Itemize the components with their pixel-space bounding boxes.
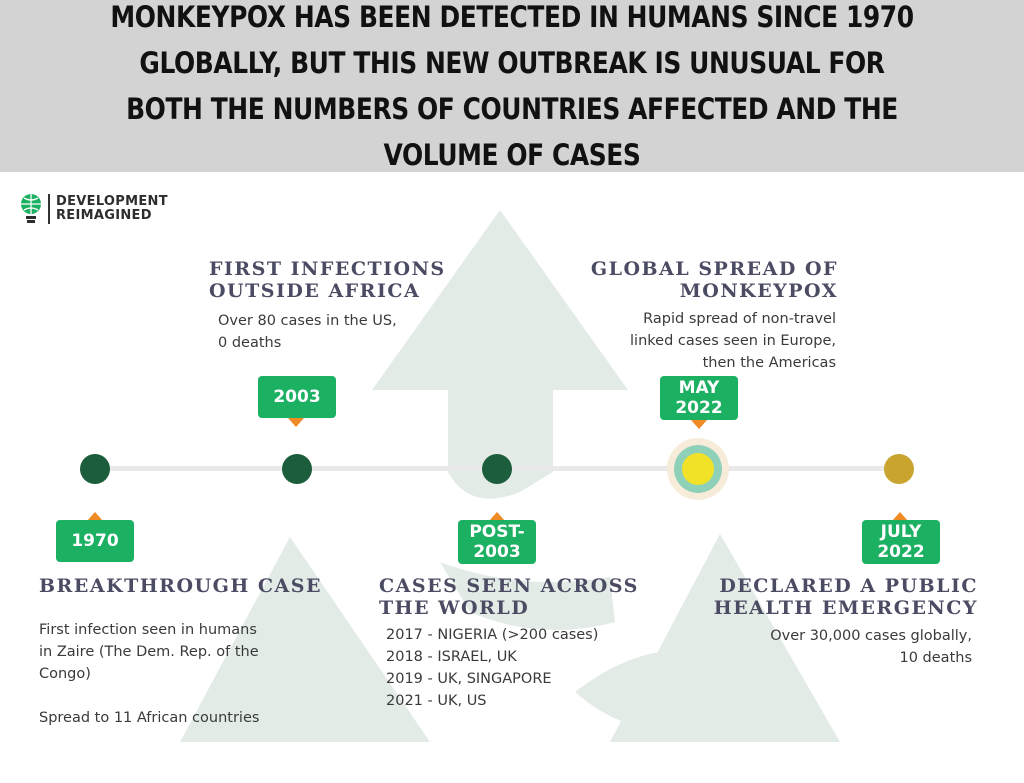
- logo-line-1: DEVELOPMENT: [56, 194, 168, 209]
- heading-global-spread: GLOBAL SPREAD OF MONKEYPOX: [590, 258, 838, 302]
- label-post-2003: POST- 2003: [458, 520, 536, 564]
- lightbulb-globe-icon: [21, 194, 41, 223]
- label-1970: 1970: [56, 520, 134, 562]
- logo: DEVELOPMENT REIMAGINED: [18, 192, 168, 226]
- up-arrow-curve: [448, 472, 553, 499]
- pointer-post-2003: [489, 512, 505, 521]
- body-public-health-emergency: Over 30,000 cases globally, 10 deaths: [770, 628, 972, 666]
- header-banner: Monkeypox has been detected in humans si…: [0, 0, 1024, 172]
- background-arrows: [180, 210, 840, 742]
- pointer-may-2022: [691, 420, 707, 429]
- pointer-july-2022: [892, 512, 908, 521]
- lower-left-arrow-shape: [180, 537, 430, 742]
- body-breakthrough-case: First infection seen in humans in Zaire …: [39, 622, 260, 726]
- logo-wordmark: DEVELOPMENT REIMAGINED: [56, 195, 168, 223]
- label-july-2022: JULY 2022: [862, 520, 940, 564]
- timeline-node-1970: [80, 454, 110, 484]
- heading-first-infections: FIRST INFECTIONS OUTSIDE AFRICA: [209, 258, 446, 302]
- logo-line-2: REIMAGINED: [56, 208, 152, 223]
- timeline-node-july-2022: [884, 454, 914, 484]
- pointer-1970: [87, 512, 103, 521]
- heading-public-health-emergency: DECLARED A PUBLIC HEALTH EMERGENCY: [713, 575, 978, 619]
- up-arrow-shape: [372, 210, 628, 472]
- label-may-2022: MAY 2022: [660, 376, 738, 420]
- lower-middle-arrow-shape: [440, 562, 615, 630]
- heading-cases-across-world: CASES SEEN ACROSS THE WORLD: [379, 575, 639, 619]
- body-first-infections: Over 80 cases in the US, 0 deaths: [218, 313, 397, 351]
- body-global-spread: Rapid spread of non-travel linked cases …: [630, 311, 836, 371]
- pointer-2003: [288, 418, 304, 427]
- label-2003: 2003: [258, 376, 336, 418]
- lower-right-arrow-tail: [575, 650, 700, 732]
- page-title: Monkeypox has been detected in humans si…: [110, 0, 914, 172]
- timeline-node-2003: [282, 454, 312, 484]
- logo-divider: [48, 194, 50, 224]
- body-cases-across-world: 2017 - NIGERIA (>200 cases) 2018 - ISRAE…: [386, 627, 599, 709]
- heading-breakthrough-case: BREAKTHROUGH CASE: [39, 575, 322, 597]
- timeline-node-may-2022: [667, 438, 729, 500]
- timeline-node-post-2003: [482, 454, 512, 484]
